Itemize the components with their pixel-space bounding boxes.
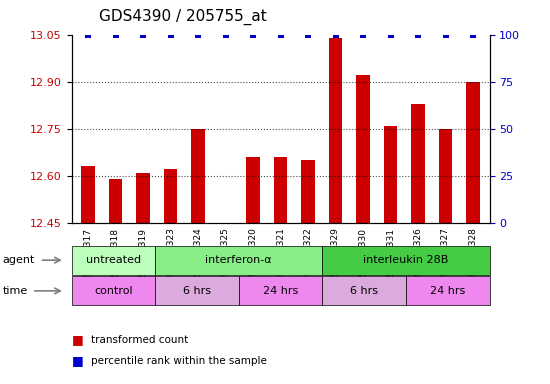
Text: interferon-α: interferon-α [205,255,272,265]
Bar [136,172,150,223]
Text: interleukin 28B: interleukin 28B [363,255,449,265]
Text: 24 hrs: 24 hrs [430,286,465,296]
Text: untreated: untreated [86,255,141,265]
Text: 6 hrs: 6 hrs [183,286,211,296]
Text: 24 hrs: 24 hrs [263,286,298,296]
Text: GDS4390 / 205755_at: GDS4390 / 205755_at [99,9,267,25]
Text: agent: agent [3,255,35,265]
Bar [466,81,480,223]
Text: transformed count: transformed count [91,335,188,345]
Bar [164,169,177,223]
Bar [109,179,122,223]
Bar [301,160,315,223]
Bar [356,75,370,223]
Bar [329,38,342,223]
Bar [411,104,425,223]
Text: control: control [94,286,133,296]
Bar [246,157,260,223]
Text: time: time [3,286,28,296]
Bar [439,129,452,223]
Text: ■: ■ [72,354,83,367]
Text: 6 hrs: 6 hrs [350,286,378,296]
Bar [384,126,397,223]
Bar [191,129,205,223]
Bar [81,166,95,223]
Text: percentile rank within the sample: percentile rank within the sample [91,356,267,366]
Text: ■: ■ [72,333,83,346]
Bar [274,157,287,223]
